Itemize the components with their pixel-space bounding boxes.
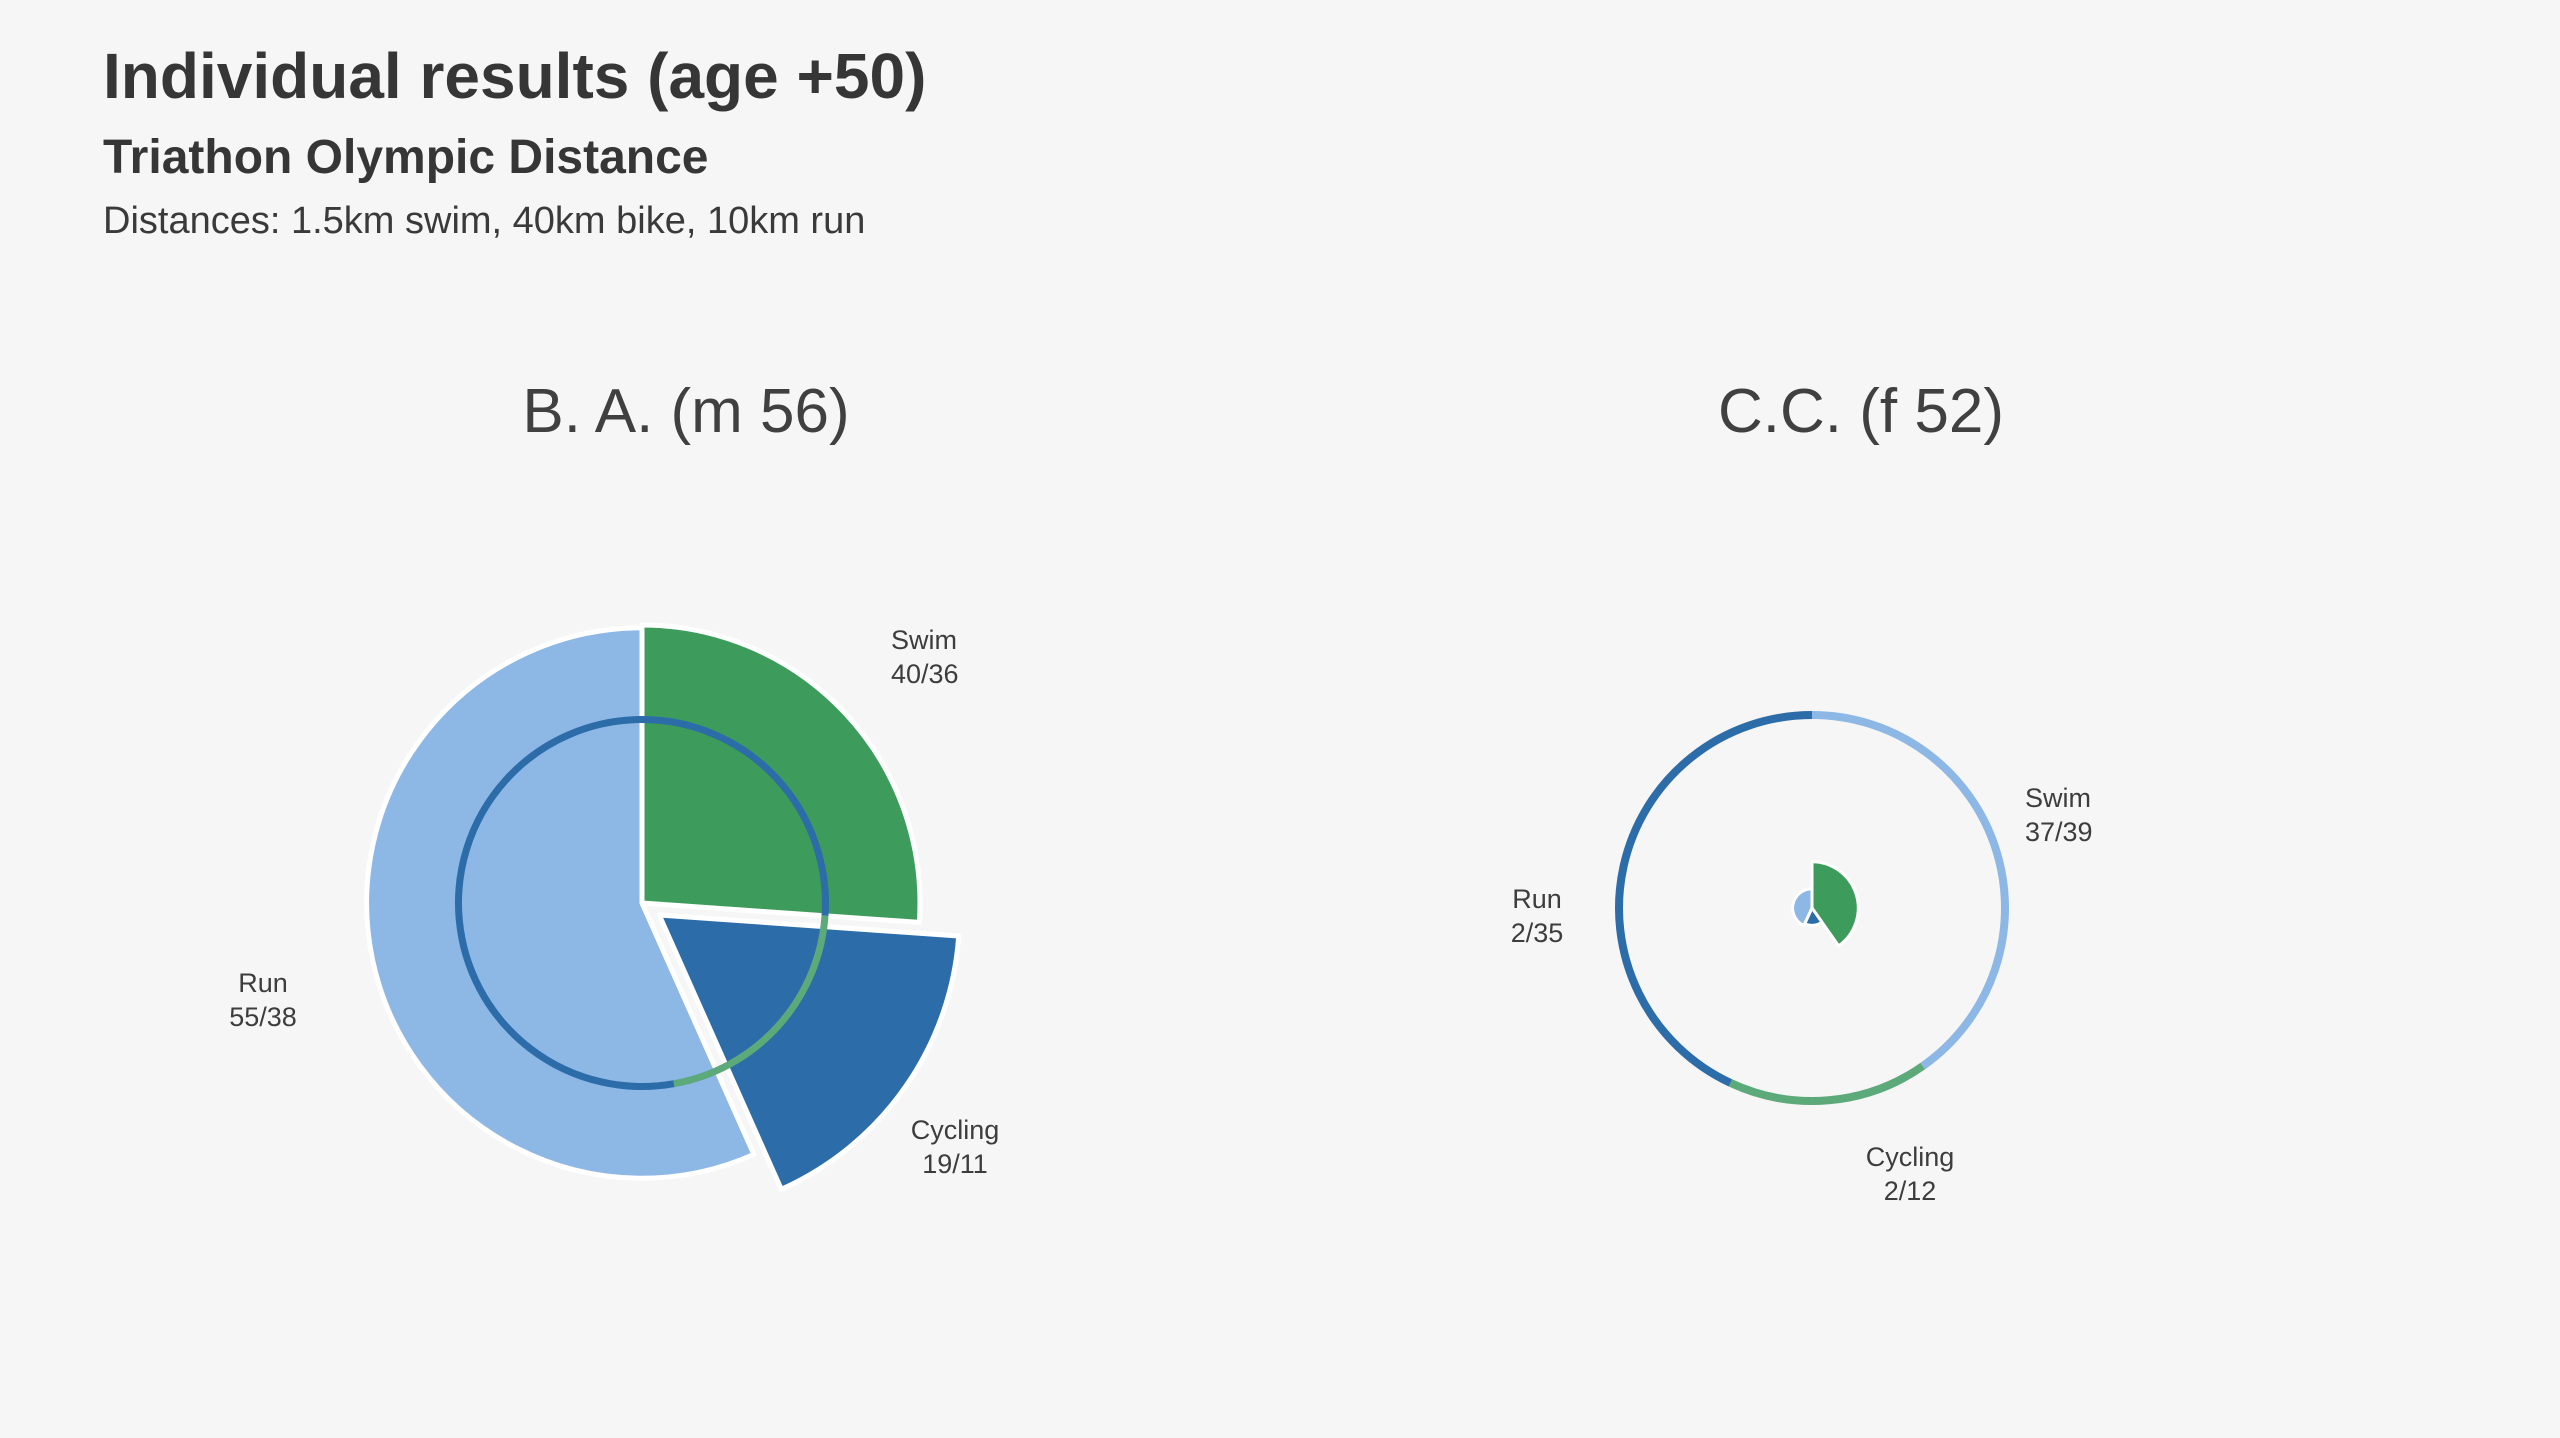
segment-value: 2/12 <box>1883 1175 1937 1206</box>
segment-name: Run <box>1512 884 1562 914</box>
chart-title-cc: C.C. (f 52) <box>1718 377 2004 446</box>
segment-label-ba-run: Run 55/38 <box>229 967 297 1035</box>
segment-value: 37/39 <box>2025 816 2093 847</box>
segment-label-cc-swim: Swim 37/39 <box>2025 782 2093 850</box>
chart-title-ba: B. A. (m 56) <box>522 377 850 446</box>
segment-label-cc-run: Run 2/35 <box>1511 883 1564 951</box>
page-title: Individual results (age +50) <box>103 40 927 112</box>
segment-value: 2/35 <box>1510 917 1564 948</box>
segment-name: Swim <box>2025 783 2091 813</box>
segment-value: 40/36 <box>891 658 959 689</box>
report-header: Individual results (age +50) Triathon Ol… <box>103 40 926 244</box>
segment-name: Run <box>238 968 288 998</box>
segment-name: Cycling <box>1865 1142 1955 1172</box>
segment-label-ba-swim: Swim 40/36 <box>891 624 959 692</box>
segment-label-ba-cycling: Cycling 19/11 <box>911 1114 1000 1182</box>
page-subtitle: Triathon Olympic Distance <box>103 130 709 184</box>
segment-label-cc-cycling: Cycling 2/12 <box>1866 1141 1955 1209</box>
segment-name: Cycling <box>910 1115 1000 1145</box>
distances-text: Distances: 1.5km swim, 40km bike, 10km r… <box>103 199 866 242</box>
segment-name: Swim <box>891 625 957 655</box>
segment-value: 19/11 <box>922 1148 988 1179</box>
segment-value: 55/38 <box>229 1001 297 1032</box>
pie-chart-ba <box>364 622 962 1192</box>
polar-chart-cc <box>1615 711 2009 1105</box>
